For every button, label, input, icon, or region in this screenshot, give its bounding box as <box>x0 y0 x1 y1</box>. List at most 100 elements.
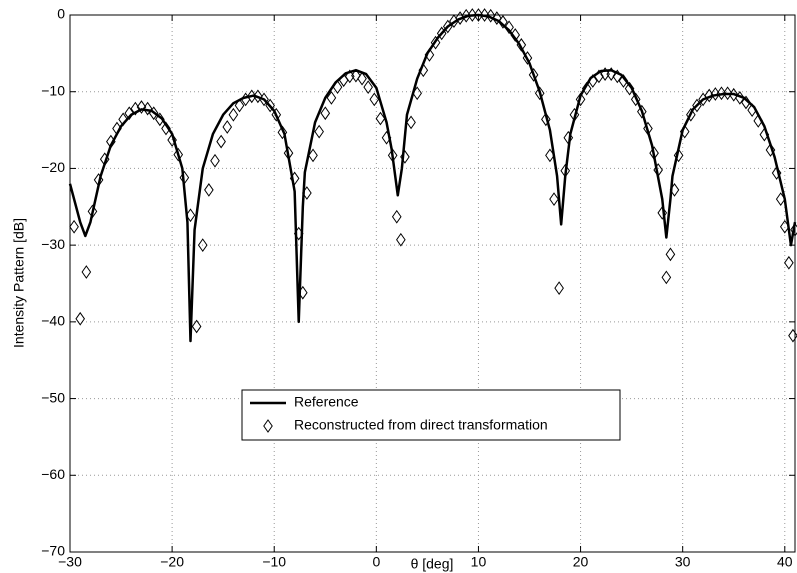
diamond-marker <box>753 113 764 128</box>
diamond-marker <box>516 38 527 52</box>
diamond-marker <box>81 265 92 279</box>
diamond-marker <box>228 107 239 122</box>
diamond-marker <box>771 166 782 180</box>
diamond-marker <box>722 86 733 101</box>
y-tick-label: 0 <box>57 6 65 22</box>
diamond-marker <box>455 11 465 25</box>
diamond-marker <box>560 163 571 178</box>
y-tick-label: −50 <box>41 389 65 405</box>
diamond-marker <box>253 89 263 104</box>
diamond-marker <box>569 107 580 122</box>
diamond-marker <box>106 134 116 149</box>
diamond-marker <box>155 112 165 127</box>
legend-box <box>241 389 621 441</box>
diamond-marker <box>387 148 398 163</box>
diamond-marker <box>418 63 429 78</box>
diamond-marker <box>775 192 786 206</box>
diamond-marker <box>510 28 521 42</box>
diamond-marker <box>759 127 770 142</box>
diamond-marker <box>479 8 490 22</box>
diamond-marker <box>381 130 392 145</box>
diamond-marker <box>747 103 757 117</box>
x-tick-label: 0 <box>372 554 380 570</box>
diamond-marker <box>326 90 337 105</box>
legend-label: Reference <box>294 394 359 410</box>
diamond-marker <box>332 80 343 94</box>
diamond-marker <box>357 71 367 86</box>
diamond-marker <box>673 148 684 163</box>
x-tick-label: −10 <box>262 554 286 570</box>
diamond-marker <box>369 92 380 107</box>
plot-frame <box>69 14 796 553</box>
diamond-marker <box>142 101 153 116</box>
x-tick-label: 20 <box>573 554 589 570</box>
diamond-marker <box>649 146 659 160</box>
diamond-marker <box>788 328 797 343</box>
diamond-marker <box>375 111 386 126</box>
diamond-marker <box>692 98 702 113</box>
diamond-marker <box>197 238 208 253</box>
diamond-marker <box>363 80 373 94</box>
diamond-marker <box>549 192 559 206</box>
diamond-marker <box>669 183 680 197</box>
diamond-marker <box>492 11 502 25</box>
diamond-marker <box>581 81 592 96</box>
diamond-marker <box>87 204 98 219</box>
diamond-marker <box>498 15 508 29</box>
legend-marker <box>263 419 273 433</box>
diamond-marker <box>554 281 564 295</box>
diamond-marker <box>661 270 672 285</box>
diamond-marker <box>167 133 177 147</box>
diamond-marker <box>679 124 690 139</box>
diamond-marker <box>522 51 533 65</box>
diamond-marker <box>185 208 196 223</box>
diamond-marker <box>308 148 318 163</box>
reference-line <box>68 13 797 343</box>
y-tick-label: −10 <box>41 82 65 98</box>
diamond-marker <box>784 255 794 270</box>
x-tick-label: 10 <box>471 554 487 570</box>
diamond-marker <box>265 98 275 113</box>
diamond-marker <box>222 120 233 134</box>
y-tick-label: −70 <box>41 543 65 559</box>
diamond-marker <box>391 209 402 224</box>
diamond-marker <box>665 247 676 262</box>
diamond-marker <box>612 69 623 84</box>
diamond-marker <box>148 106 159 121</box>
diamond-marker <box>637 104 647 119</box>
diamond-marker <box>75 311 86 326</box>
diamond-marker <box>118 112 128 127</box>
diamond-marker <box>293 226 304 241</box>
diamond-marker <box>594 69 604 84</box>
y-tick-label: −30 <box>41 236 65 252</box>
diamond-marker <box>534 86 545 101</box>
diamond-marker <box>216 134 226 149</box>
diamond-marker <box>210 153 220 168</box>
diamond-marker <box>271 107 282 122</box>
diamond-marker <box>351 68 361 83</box>
diamond-marker <box>575 92 586 107</box>
diamond-marker <box>630 92 641 107</box>
y-tick-label: −40 <box>41 313 65 329</box>
x-axis-label: θ [deg] <box>411 556 454 572</box>
diamond-marker <box>430 35 441 50</box>
diamond-marker <box>563 130 574 145</box>
diamond-marker <box>179 170 190 185</box>
diamond-marker <box>173 147 184 162</box>
diamond-marker <box>406 115 416 130</box>
diamond-marker <box>396 232 406 247</box>
x-tick-label: −20 <box>160 554 184 570</box>
diamond-marker <box>161 121 171 136</box>
diamond-marker <box>424 48 435 62</box>
diamond-marker <box>289 171 300 186</box>
diamond-marker <box>99 152 110 167</box>
diamond-marker <box>412 86 422 101</box>
y-axis-label: Intensity Pattern [dB] <box>11 218 27 348</box>
diamond-marker <box>779 219 790 234</box>
diamond-marker <box>643 121 653 136</box>
y-tick-label: −60 <box>41 466 65 482</box>
x-tick-label: 30 <box>675 554 691 570</box>
diamond-marker <box>443 19 453 34</box>
diamond-marker <box>136 100 147 114</box>
